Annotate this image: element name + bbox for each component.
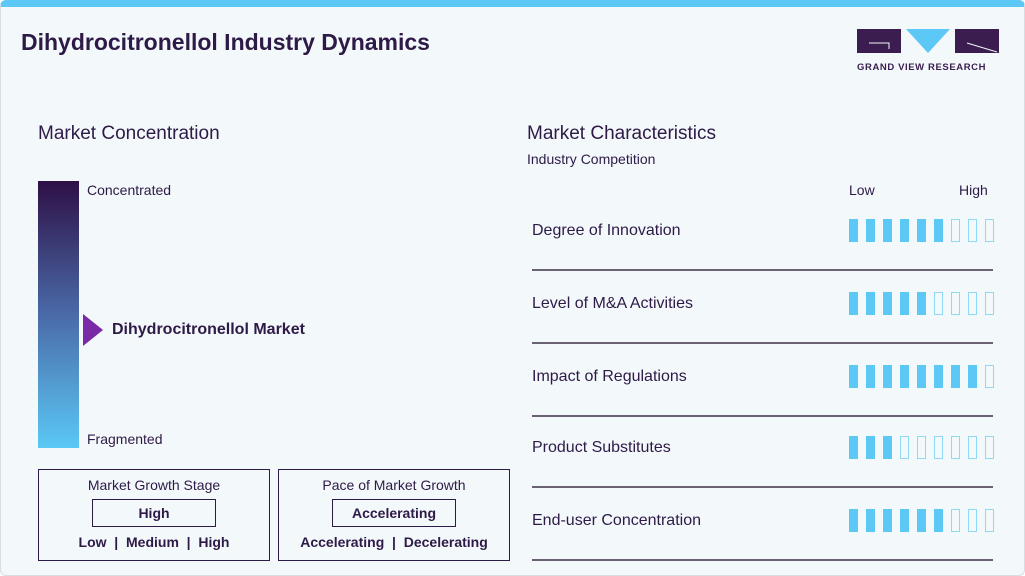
level-segment-empty — [934, 436, 943, 459]
level-segment-filled — [866, 436, 875, 459]
low-label: Low — [849, 182, 875, 198]
level-meter — [849, 292, 994, 315]
level-segment-filled — [934, 509, 943, 532]
level-segment-filled — [866, 219, 875, 242]
level-segment-filled — [883, 219, 892, 242]
level-segment-empty — [951, 292, 960, 315]
level-segment-filled — [849, 509, 858, 532]
row-divider — [532, 486, 993, 488]
level-segment-filled — [917, 365, 926, 388]
characteristic-label: End-user Concentration — [532, 512, 701, 529]
level-segment-empty — [968, 436, 977, 459]
row-divider — [532, 559, 993, 561]
pace-of-growth-box: Pace of Market Growth Accelerating Accel… — [278, 469, 510, 561]
level-segment-filled — [883, 509, 892, 532]
high-label: High — [959, 182, 988, 198]
row-divider — [532, 342, 993, 344]
level-meter — [849, 509, 994, 532]
level-segment-filled — [866, 509, 875, 532]
level-segment-filled — [883, 436, 892, 459]
concentration-gradient-bar — [38, 181, 79, 448]
level-segment-empty — [985, 292, 994, 315]
level-segment-filled — [883, 365, 892, 388]
page-title: Dihydrocitronellol Industry Dynamics — [21, 29, 430, 55]
characteristic-row: Impact of Regulations — [532, 350, 994, 423]
concentrated-label: Concentrated — [87, 182, 172, 198]
gvr-logo-icon — [857, 29, 999, 53]
market-concentration-heading: Market Concentration — [38, 123, 220, 144]
level-meter — [849, 436, 994, 459]
growth-stage-title: Market Growth Stage — [87, 477, 221, 493]
pace-value: Accelerating — [332, 499, 456, 527]
characteristic-row: Product Substitutes — [532, 421, 994, 494]
characteristic-label: Degree of Innovation — [532, 222, 681, 239]
level-segment-empty — [951, 219, 960, 242]
fragmented-label: Fragmented — [87, 431, 163, 447]
level-segment-filled — [900, 509, 909, 532]
level-segment-filled — [866, 292, 875, 315]
level-segment-empty — [917, 436, 926, 459]
market-growth-stage-box: Market Growth Stage High Low | Medium | … — [38, 469, 270, 561]
level-segment-empty — [951, 509, 960, 532]
level-segment-filled — [900, 365, 909, 388]
market-position-marker-icon — [83, 314, 103, 346]
characteristic-row: Degree of Innovation — [532, 204, 994, 277]
level-segment-filled — [917, 219, 926, 242]
level-meter — [849, 365, 994, 388]
level-segment-empty — [968, 292, 977, 315]
level-segment-empty — [985, 219, 994, 242]
level-segment-empty — [900, 436, 909, 459]
level-segment-empty — [985, 436, 994, 459]
growth-stage-options: Low | Medium | High — [78, 534, 230, 550]
level-segment-empty — [985, 365, 994, 388]
level-segment-filled — [951, 365, 960, 388]
level-segment-filled — [900, 292, 909, 315]
characteristic-label: Product Substitutes — [532, 439, 671, 456]
level-segment-filled — [849, 365, 858, 388]
characteristic-label: Level of M&A Activities — [532, 295, 693, 312]
level-segment-filled — [849, 292, 858, 315]
level-segment-filled — [849, 436, 858, 459]
level-segment-empty — [968, 219, 977, 242]
level-segment-filled — [934, 219, 943, 242]
level-segment-filled — [917, 292, 926, 315]
level-segment-filled — [968, 365, 977, 388]
row-divider — [532, 415, 993, 417]
level-segment-filled — [917, 509, 926, 532]
level-segment-filled — [934, 365, 943, 388]
characteristic-row: Level of M&A Activities — [532, 277, 994, 350]
level-segment-empty — [934, 292, 943, 315]
growth-stage-value: High — [92, 499, 216, 527]
characteristic-label: Impact of Regulations — [532, 368, 687, 385]
level-segment-empty — [968, 509, 977, 532]
logo-text: GRAND VIEW RESEARCH — [857, 62, 987, 73]
characteristic-row: End-user Concentration — [532, 494, 994, 567]
level-meter — [849, 219, 994, 242]
level-segment-empty — [951, 436, 960, 459]
industry-competition-subheading: Industry Competition — [527, 151, 656, 167]
level-segment-filled — [849, 219, 858, 242]
grand-view-research-logo: GRAND VIEW RESEARCH — [857, 29, 999, 73]
level-segment-empty — [985, 509, 994, 532]
pace-options: Accelerating | Decelerating — [300, 534, 488, 550]
row-divider — [532, 269, 993, 271]
market-name-label: Dihydrocitronellol Market — [112, 321, 305, 338]
level-segment-filled — [883, 292, 892, 315]
level-segment-filled — [900, 219, 909, 242]
level-segment-filled — [866, 365, 875, 388]
market-characteristics-heading: Market Characteristics — [527, 123, 716, 144]
pace-title: Pace of Market Growth — [322, 477, 466, 493]
